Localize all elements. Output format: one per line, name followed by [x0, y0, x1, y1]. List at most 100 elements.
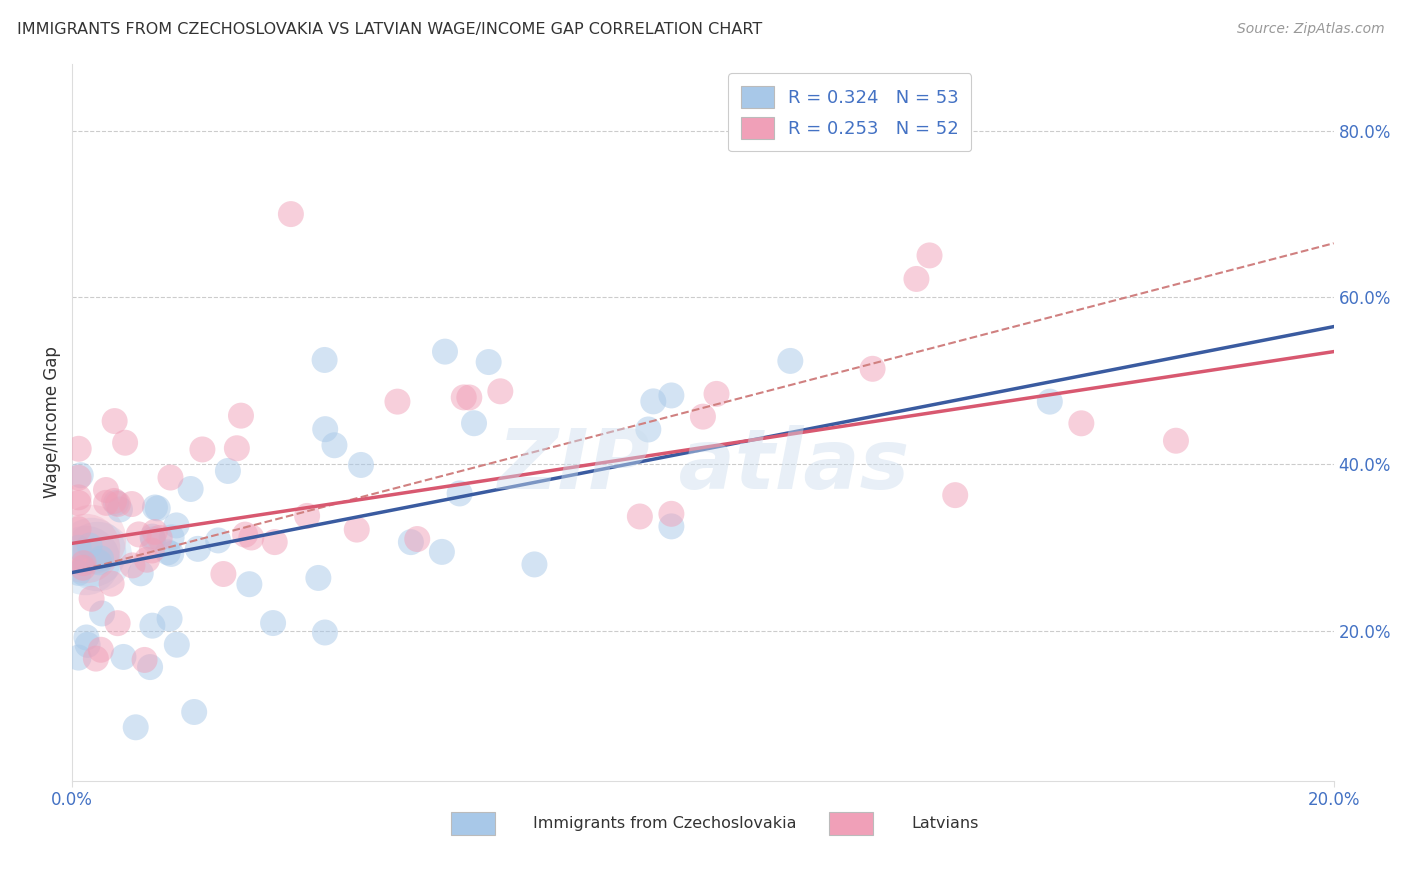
Point — [661, 519, 683, 533]
Point — [67, 541, 90, 555]
Point — [187, 541, 209, 556]
Point — [136, 552, 159, 566]
Point — [134, 653, 156, 667]
Point — [180, 482, 202, 496]
Text: Immigrants from Czechoslovakia: Immigrants from Czechoslovakia — [533, 816, 796, 831]
Point — [67, 442, 90, 456]
Point — [263, 535, 285, 549]
Point — [240, 531, 263, 545]
Point — [67, 491, 90, 505]
Point — [643, 394, 665, 409]
Point — [79, 539, 101, 553]
Text: Latvians: Latvians — [911, 816, 979, 831]
Point — [108, 502, 131, 516]
Point — [406, 532, 429, 546]
Point — [80, 591, 103, 606]
Point — [166, 638, 188, 652]
Point — [238, 577, 260, 591]
Point — [523, 558, 546, 572]
Point — [67, 522, 90, 536]
Point — [76, 638, 98, 652]
FancyBboxPatch shape — [451, 812, 495, 835]
Point — [80, 532, 103, 546]
Point — [233, 527, 256, 541]
FancyBboxPatch shape — [830, 812, 873, 835]
Point — [706, 387, 728, 401]
Point — [112, 649, 135, 664]
Point — [86, 549, 108, 563]
Point — [661, 507, 683, 521]
Legend: R = 0.324   N = 53, R = 0.253   N = 52: R = 0.324 N = 53, R = 0.253 N = 52 — [728, 73, 972, 152]
Text: IMMIGRANTS FROM CZECHOSLOVAKIA VS LATVIAN WAGE/INCOME GAP CORRELATION CHART: IMMIGRANTS FROM CZECHOSLOVAKIA VS LATVIA… — [17, 22, 762, 37]
Point — [463, 416, 485, 430]
Point — [121, 497, 143, 511]
Point — [107, 616, 129, 631]
Point — [307, 571, 329, 585]
Point — [217, 464, 239, 478]
Point — [280, 207, 302, 221]
Point — [87, 555, 110, 569]
Point — [128, 527, 150, 541]
Point — [141, 543, 163, 558]
Point — [449, 486, 471, 500]
Point — [862, 361, 884, 376]
Point — [166, 518, 188, 533]
Point — [225, 442, 247, 456]
Point — [73, 553, 96, 567]
Point — [262, 615, 284, 630]
Point — [191, 442, 214, 457]
Point — [114, 435, 136, 450]
Point — [91, 607, 114, 621]
Point — [73, 541, 96, 555]
Point — [67, 566, 90, 580]
Point — [489, 384, 512, 399]
Point — [72, 560, 94, 574]
Point — [323, 438, 346, 452]
Point — [80, 544, 103, 558]
Point — [159, 470, 181, 484]
Point — [918, 248, 941, 262]
Point — [295, 508, 318, 523]
Point — [159, 612, 181, 626]
Point — [350, 458, 373, 472]
Point — [121, 558, 143, 573]
Point — [107, 497, 129, 511]
Point — [143, 524, 166, 539]
Point — [661, 388, 683, 402]
Point — [314, 422, 336, 436]
Text: ZIP atlas: ZIP atlas — [496, 425, 910, 506]
Point — [69, 468, 91, 483]
Point — [100, 576, 122, 591]
Point — [90, 551, 112, 566]
Point — [229, 409, 252, 423]
Point — [94, 483, 117, 497]
Point — [1039, 394, 1062, 409]
Point — [478, 355, 501, 369]
Point — [943, 488, 966, 502]
Point — [125, 720, 148, 734]
Point — [105, 496, 128, 510]
Point — [628, 509, 651, 524]
Point — [779, 354, 801, 368]
Point — [637, 422, 659, 436]
Point — [1164, 434, 1187, 448]
Point — [94, 496, 117, 510]
Point — [430, 545, 453, 559]
Point — [129, 566, 152, 581]
Point — [905, 272, 928, 286]
Point — [67, 471, 90, 485]
Point — [103, 494, 125, 508]
Point — [104, 414, 127, 428]
Point — [212, 567, 235, 582]
Point — [346, 523, 368, 537]
Y-axis label: Wage/Income Gap: Wage/Income Gap — [44, 346, 60, 499]
Point — [183, 705, 205, 719]
Point — [387, 394, 409, 409]
Point — [84, 651, 107, 665]
Point — [90, 642, 112, 657]
Point — [160, 547, 183, 561]
Point — [142, 533, 165, 547]
Point — [156, 545, 179, 559]
Point — [314, 625, 336, 640]
Point — [141, 530, 163, 544]
